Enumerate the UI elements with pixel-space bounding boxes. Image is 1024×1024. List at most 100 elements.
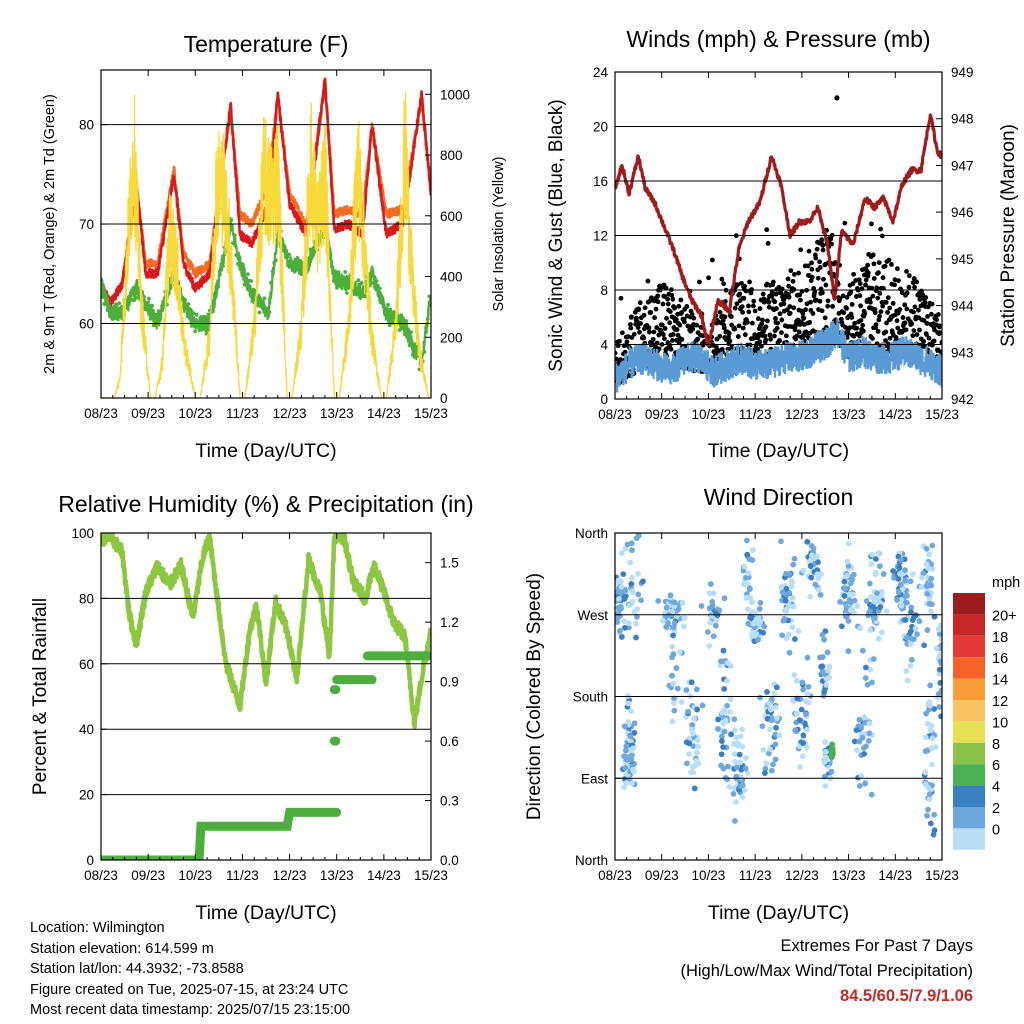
direction-point xyxy=(773,684,780,691)
y-tick-label: 8 xyxy=(600,283,608,298)
direction-point xyxy=(821,759,828,765)
direction-point xyxy=(628,780,635,787)
dewpoint-point xyxy=(206,312,211,317)
direction-point xyxy=(778,584,785,590)
direction-point xyxy=(866,730,873,737)
gust-point xyxy=(665,301,671,307)
x-tick-label: 11/23 xyxy=(739,407,772,422)
dewpoint-point xyxy=(104,293,108,298)
dewpoint-point xyxy=(311,249,316,253)
y-axis-label: Percent & Total Rainfall xyxy=(30,598,51,795)
dewpoint-point xyxy=(288,258,293,263)
direction-point xyxy=(869,679,875,686)
gust-point xyxy=(869,221,874,227)
direction-point xyxy=(772,704,779,711)
gust-point xyxy=(920,292,926,298)
gust-point xyxy=(844,294,850,300)
direction-point xyxy=(622,765,629,771)
gust-point xyxy=(851,271,856,277)
direction-point xyxy=(842,585,849,592)
direction-point xyxy=(895,576,902,582)
gust-point xyxy=(841,310,847,316)
direction-point xyxy=(710,633,717,640)
gust-point xyxy=(796,270,801,276)
gust-point xyxy=(820,290,825,296)
y-tick-label: North xyxy=(575,526,608,541)
x-tick-label: 09/23 xyxy=(131,868,165,883)
gust-point xyxy=(769,294,775,299)
direction-point xyxy=(669,672,675,679)
gust-point xyxy=(685,323,691,329)
gust-point xyxy=(732,326,738,332)
gust-point xyxy=(746,303,751,309)
direction-point xyxy=(914,631,920,638)
dewpoint-point xyxy=(125,306,130,310)
y-tick-label: 24 xyxy=(593,65,609,80)
direction-point xyxy=(793,677,800,684)
y2-tick-label: 0 xyxy=(440,391,448,406)
direction-point xyxy=(865,737,872,744)
direction-point xyxy=(818,663,825,670)
colorbar-swatch xyxy=(953,700,985,722)
direction-point xyxy=(921,642,928,649)
direction-point xyxy=(683,687,690,693)
y2-axis-label: Solar Insolation (Yellow) xyxy=(491,156,507,311)
dewpoint-point xyxy=(133,296,138,301)
dewpoint-point xyxy=(371,281,376,286)
x-tick-label: 12/23 xyxy=(273,868,307,883)
colorbar-label: 4 xyxy=(992,780,1000,796)
direction-point xyxy=(727,708,733,715)
direction-point xyxy=(788,578,795,585)
elevation-text: Station elevation: 614.599 m xyxy=(30,940,214,957)
gust-point xyxy=(870,336,875,341)
gust-point xyxy=(880,303,886,309)
direction-point xyxy=(742,755,749,761)
gust-point xyxy=(917,327,922,333)
gust-point xyxy=(809,275,815,280)
gust-point xyxy=(797,292,803,298)
y2-tick-label: 947 xyxy=(951,158,974,173)
gust-point xyxy=(884,320,889,326)
gust-point xyxy=(895,325,901,331)
y2-tick-label: 0.6 xyxy=(440,734,459,749)
direction-point xyxy=(745,570,752,577)
direction-point xyxy=(695,743,702,750)
y-tick-label: 0 xyxy=(600,392,608,407)
direction-point xyxy=(849,591,856,598)
direction-point xyxy=(936,670,942,677)
direction-point xyxy=(890,568,897,574)
dewpoint-point xyxy=(188,316,193,321)
x-tick-label: 13/23 xyxy=(832,407,866,422)
dewpoint-point xyxy=(196,323,201,328)
direction-point xyxy=(720,744,727,751)
dewpoint-point xyxy=(186,302,191,306)
chart-title: Relative Humidity (%) & Precipitation (i… xyxy=(58,491,473,517)
gust-point xyxy=(735,334,741,339)
direction-point xyxy=(845,540,852,547)
dewpoint-point xyxy=(353,291,357,296)
dewpoint-point xyxy=(245,272,250,277)
dewpoint-point xyxy=(101,295,105,299)
direction-point xyxy=(803,711,809,718)
gust-point xyxy=(668,346,674,352)
direction-point xyxy=(807,593,814,600)
direction-point xyxy=(927,702,933,709)
gust-point xyxy=(784,307,790,313)
direction-point xyxy=(739,794,746,800)
y2-tick-label: 1000 xyxy=(440,87,470,102)
direction-point xyxy=(749,547,756,554)
gust-point xyxy=(761,299,767,305)
direction-point xyxy=(772,756,779,763)
dewpoint-point xyxy=(359,280,364,285)
direction-point xyxy=(788,583,795,590)
dewpoint-point xyxy=(189,323,194,328)
dewpoint-point xyxy=(112,316,117,321)
gust-point xyxy=(902,320,908,326)
direction-point xyxy=(924,590,930,597)
direction-point xyxy=(783,635,790,642)
gust-point xyxy=(885,310,890,315)
gust-point xyxy=(886,257,892,263)
gust-point xyxy=(815,275,821,281)
gust-point xyxy=(911,328,917,334)
direction-point xyxy=(931,827,938,834)
